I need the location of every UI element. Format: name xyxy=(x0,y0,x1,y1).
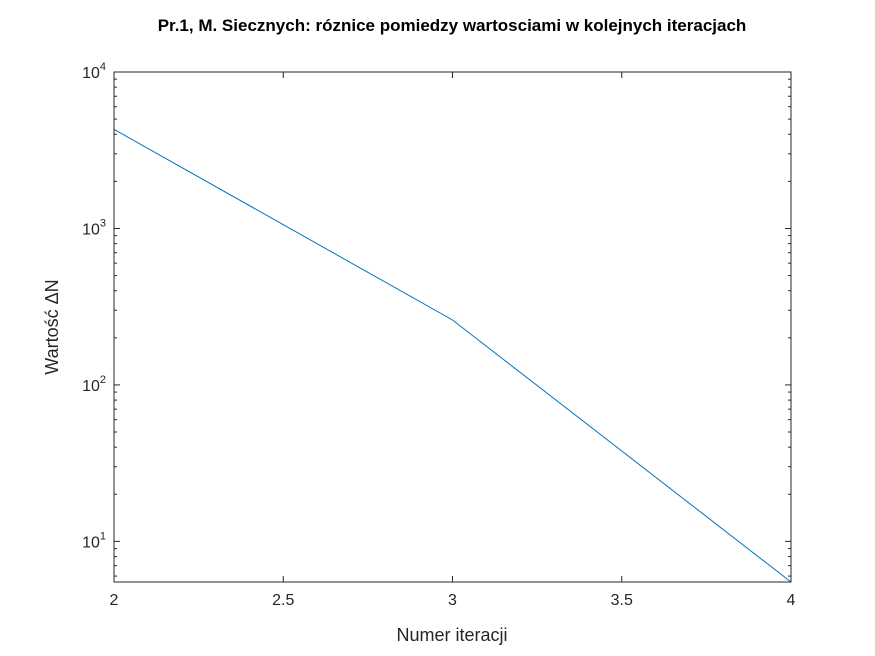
y-tick-label: 104 xyxy=(82,61,106,82)
plot-area xyxy=(114,72,791,582)
y-tick-label: 102 xyxy=(82,374,106,395)
series-line-0 xyxy=(113,128,792,583)
y-tick-label: 103 xyxy=(82,217,106,238)
x-tick-label: 3.5 xyxy=(611,592,633,609)
x-axis-label: Numer iteracji xyxy=(396,625,507,645)
x-tick-label: 4 xyxy=(787,592,796,609)
chart-title: Pr.1, M. Siecznych: róznice pomiedzy war… xyxy=(158,16,747,35)
y-axis-label: Wartość ΔN xyxy=(42,279,62,374)
x-tick-label: 3 xyxy=(448,592,457,609)
x-tick-label: 2 xyxy=(110,592,119,609)
y-tick-label: 101 xyxy=(82,530,106,551)
x-tick-label: 2.5 xyxy=(272,592,294,609)
